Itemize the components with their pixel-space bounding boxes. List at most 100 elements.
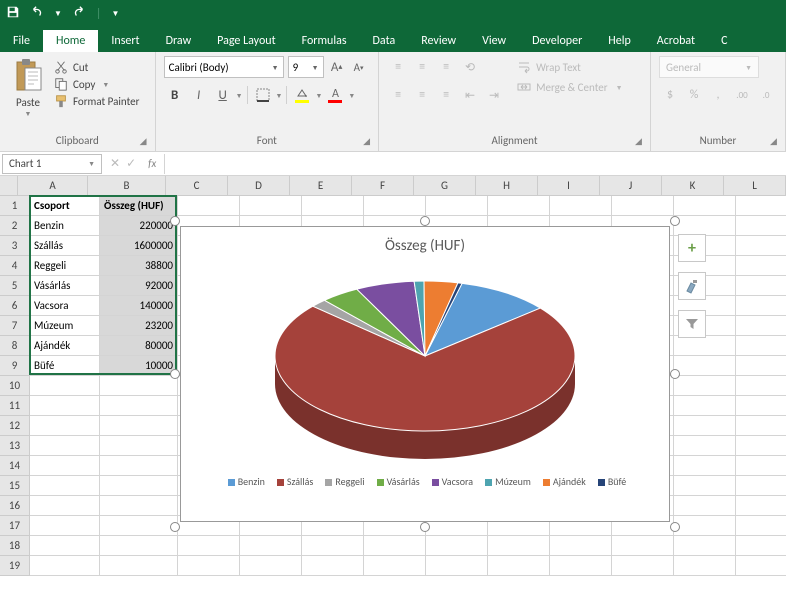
chart-elements-icon[interactable]: +: [678, 234, 706, 262]
tab-page-layout[interactable]: Page Layout: [204, 30, 288, 52]
align-bottom-icon[interactable]: ≡: [435, 56, 457, 78]
cell[interactable]: [736, 556, 786, 576]
cell[interactable]: Csoport: [30, 196, 100, 216]
cell[interactable]: [736, 376, 786, 396]
cell[interactable]: [674, 436, 736, 456]
save-icon[interactable]: [6, 5, 20, 23]
tab-insert[interactable]: Insert: [98, 30, 152, 52]
tab-home[interactable]: Home: [43, 30, 98, 52]
cell[interactable]: [736, 476, 786, 496]
cell[interactable]: [674, 556, 736, 576]
legend-item[interactable]: Reggeli: [321, 475, 364, 488]
align-right-icon[interactable]: ≡: [435, 84, 457, 106]
cell[interactable]: [674, 196, 736, 216]
legend-item[interactable]: Múzeum: [481, 475, 531, 488]
underline-button[interactable]: U: [212, 84, 234, 106]
cell[interactable]: [30, 436, 100, 456]
cancel-icon[interactable]: ✕: [110, 156, 120, 171]
row-header-17[interactable]: 17: [0, 516, 30, 536]
tab-draw[interactable]: Draw: [153, 30, 205, 52]
cell[interactable]: [426, 536, 488, 556]
increase-font-icon[interactable]: A▴: [328, 57, 346, 77]
cell[interactable]: [736, 396, 786, 416]
cell[interactable]: [30, 536, 100, 556]
row-header-6[interactable]: 6: [0, 296, 30, 316]
decrease-font-icon[interactable]: A▾: [350, 57, 368, 77]
col-header-C[interactable]: C: [166, 176, 228, 195]
cell[interactable]: [100, 376, 178, 396]
tab-more[interactable]: C: [708, 30, 740, 52]
cell[interactable]: [736, 216, 786, 236]
font-color-button[interactable]: A: [324, 88, 346, 103]
col-header-K[interactable]: K: [662, 176, 724, 195]
comma-icon[interactable]: ,: [707, 84, 729, 106]
font-name-select[interactable]: Calibri (Body)▼: [164, 56, 284, 78]
cell[interactable]: 80000: [100, 336, 178, 356]
legend-item[interactable]: Vacsora: [428, 475, 473, 488]
cell[interactable]: Benzin: [30, 216, 100, 236]
cell[interactable]: [488, 556, 550, 576]
cell[interactable]: [736, 456, 786, 476]
cell[interactable]: [612, 196, 674, 216]
decrease-decimal-icon[interactable]: .0: [755, 84, 777, 106]
row-header-10[interactable]: 10: [0, 376, 30, 396]
cell[interactable]: [674, 216, 736, 236]
border-button[interactable]: [252, 84, 274, 106]
cell[interactable]: [100, 456, 178, 476]
percent-icon[interactable]: %: [683, 84, 705, 106]
cell[interactable]: [736, 236, 786, 256]
chart-legend[interactable]: BenzinSzállásReggeliVásárlásVacsoraMúzeu…: [181, 471, 669, 492]
cell[interactable]: [240, 196, 302, 216]
increase-indent-icon[interactable]: ⇥: [483, 84, 505, 106]
cell[interactable]: [100, 556, 178, 576]
cell[interactable]: [30, 416, 100, 436]
cell[interactable]: [178, 196, 240, 216]
cut-button[interactable]: Cut: [54, 60, 139, 74]
cell[interactable]: [30, 496, 100, 516]
row-header-15[interactable]: 15: [0, 476, 30, 496]
chart-title[interactable]: Összeg (HUF): [181, 227, 669, 261]
align-left-icon[interactable]: ≡: [387, 84, 409, 106]
cell[interactable]: Vásárlás: [30, 276, 100, 296]
cell[interactable]: [364, 196, 426, 216]
row-header-16[interactable]: 16: [0, 496, 30, 516]
redo-icon[interactable]: [72, 5, 86, 23]
legend-item[interactable]: Büfé: [594, 475, 626, 488]
cell[interactable]: [178, 556, 240, 576]
row-header-12[interactable]: 12: [0, 416, 30, 436]
cell[interactable]: 220000: [100, 216, 178, 236]
row-header-11[interactable]: 11: [0, 396, 30, 416]
cell[interactable]: Reggeli: [30, 256, 100, 276]
bold-button[interactable]: B: [164, 84, 186, 106]
cell[interactable]: Összeg (HUF): [100, 196, 178, 216]
cell[interactable]: [100, 476, 178, 496]
enter-icon[interactable]: ✓: [126, 156, 136, 171]
cell[interactable]: [674, 456, 736, 476]
cell[interactable]: [240, 556, 302, 576]
cell[interactable]: [30, 396, 100, 416]
cell[interactable]: 92000: [100, 276, 178, 296]
cell[interactable]: 38800: [100, 256, 178, 276]
tab-developer[interactable]: Developer: [519, 30, 595, 52]
tab-help[interactable]: Help: [595, 30, 644, 52]
wrap-text-button[interactable]: Wrap Text: [517, 60, 622, 74]
font-size-select[interactable]: 9▼: [288, 56, 324, 78]
tab-data[interactable]: Data: [360, 30, 409, 52]
tab-file[interactable]: File: [0, 30, 43, 52]
cell[interactable]: [736, 196, 786, 216]
cell[interactable]: 1600000: [100, 236, 178, 256]
fill-color-button[interactable]: [291, 88, 313, 103]
cell[interactable]: 10000: [100, 356, 178, 376]
merge-center-button[interactable]: Merge & Center▼: [517, 80, 622, 94]
cell[interactable]: [612, 556, 674, 576]
cell[interactable]: [302, 556, 364, 576]
cell[interactable]: [364, 536, 426, 556]
cell[interactable]: [178, 536, 240, 556]
col-header-A[interactable]: A: [18, 176, 88, 195]
cell[interactable]: [674, 496, 736, 516]
cell[interactable]: [30, 516, 100, 536]
cell[interactable]: [736, 416, 786, 436]
cell[interactable]: [550, 556, 612, 576]
cell[interactable]: [674, 336, 736, 356]
cell[interactable]: [674, 476, 736, 496]
